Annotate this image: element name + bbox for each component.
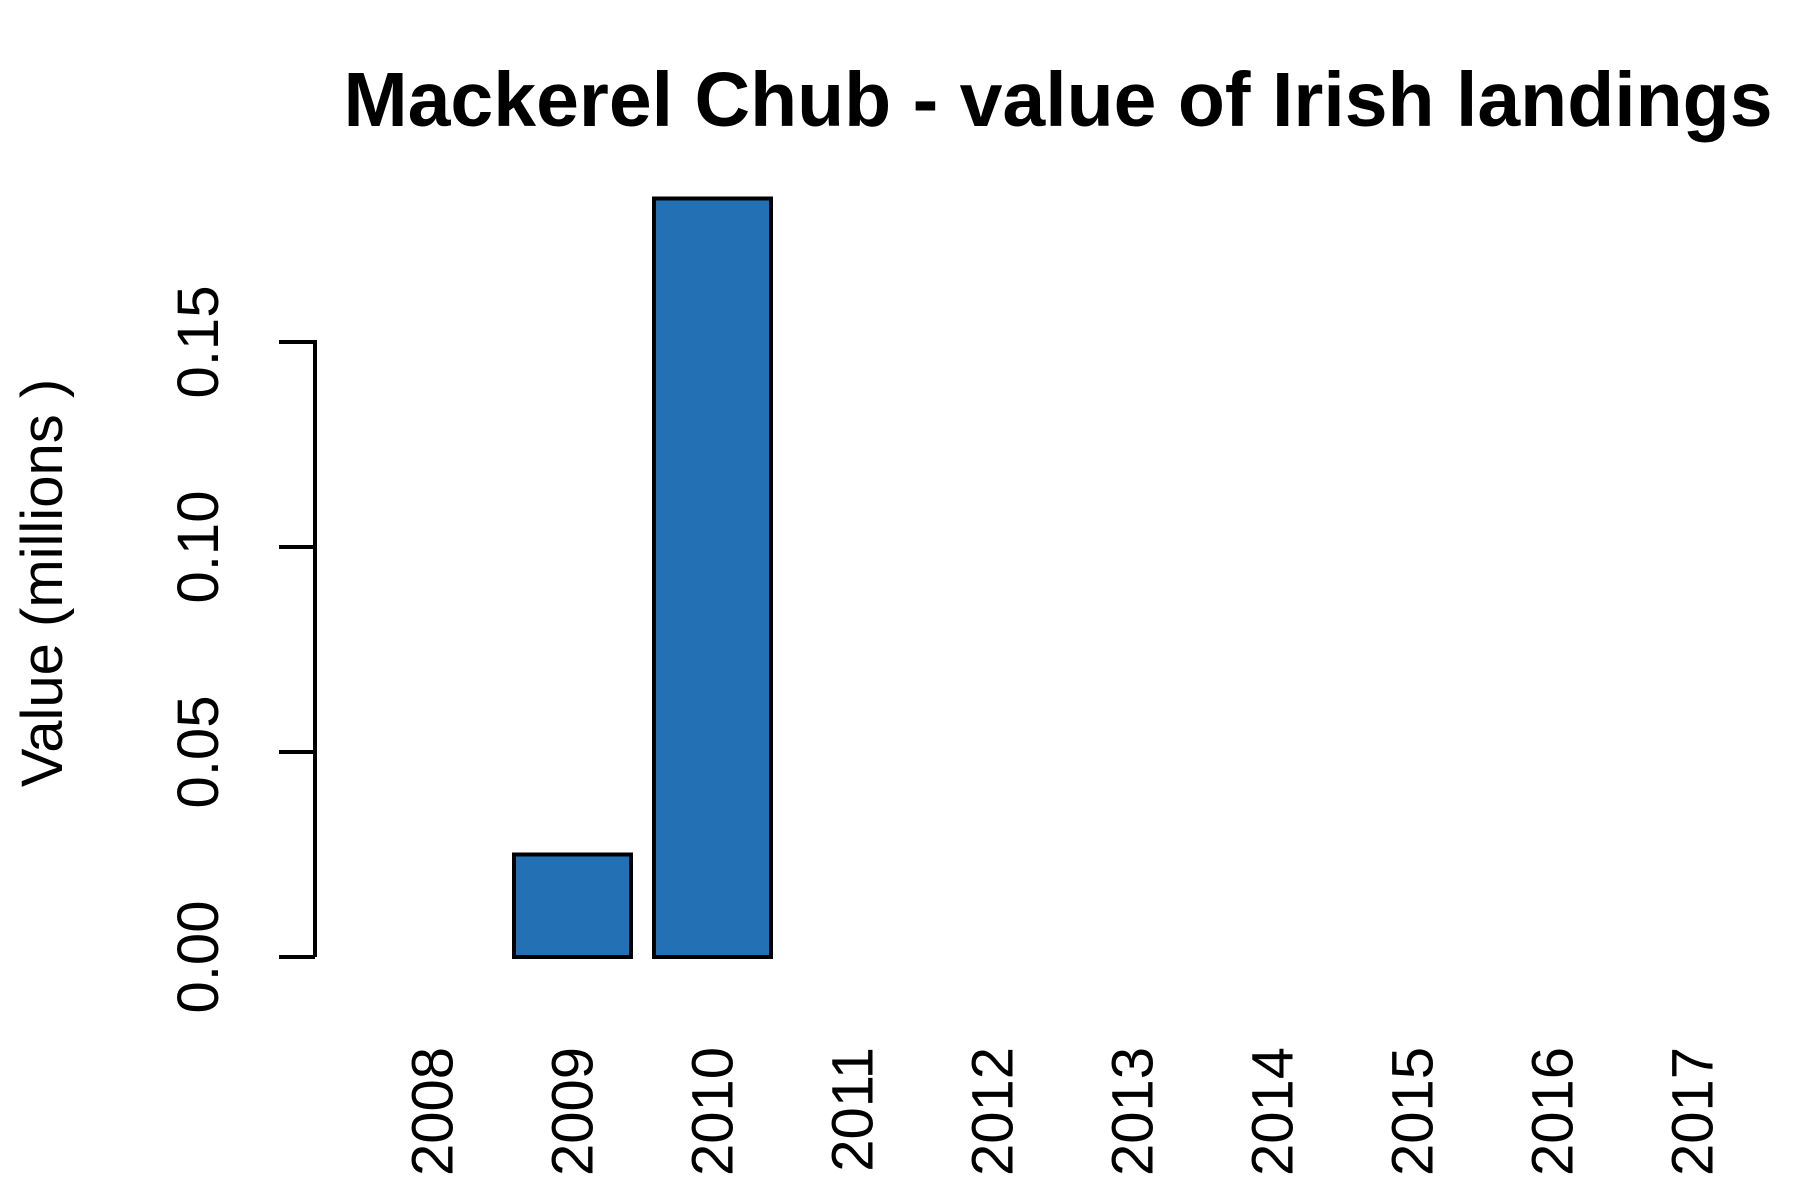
- x-tick-label-2008: 2008: [401, 1047, 466, 1176]
- bars: [512, 196, 773, 959]
- y-axis-ticks: 0.00 0.05 0.10 0.15: [166, 286, 315, 1014]
- x-tick-label-2012: 2012: [961, 1047, 1026, 1176]
- x-tick-label-2010: 2010: [681, 1047, 746, 1176]
- x-tick-label-2015: 2015: [1381, 1047, 1446, 1176]
- x-tick-label-2017: 2017: [1661, 1047, 1726, 1176]
- y-tick-label: 0.00: [166, 901, 231, 1014]
- x-tick-label-2014: 2014: [1241, 1047, 1306, 1176]
- y-axis-label: Value (millions ): [10, 379, 75, 787]
- y-tick-label: 0.15: [166, 286, 231, 399]
- x-axis-tick-labels: 2008 2009 2010 2011 2012 2013 2014 2015 2016 2017: [401, 1047, 1726, 1176]
- bar-2010: [652, 196, 773, 959]
- x-tick-label-2009: 2009: [541, 1047, 606, 1176]
- x-tick-label-2013: 2013: [1101, 1047, 1166, 1176]
- x-tick-label-2011: 2011: [821, 1047, 886, 1172]
- bar-2009: [512, 852, 633, 959]
- x-tick-label-2016: 2016: [1521, 1047, 1586, 1176]
- y-tick-label: 0.10: [166, 491, 231, 604]
- chart-title: Mackerel Chub - value of Irish landings: [343, 57, 1772, 143]
- y-tick-label: 0.05: [166, 696, 231, 809]
